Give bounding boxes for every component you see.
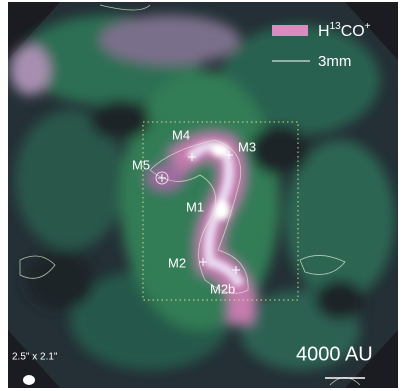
legend-text: 13 (330, 21, 342, 32)
source-label: M3 (238, 139, 256, 154)
source-label: M2 (168, 255, 186, 270)
source-label: M1 (186, 199, 204, 214)
source-label: M5 (132, 157, 150, 172)
legend-text: CO (341, 23, 365, 40)
legend-label: 3mm (318, 53, 351, 70)
legend-text: + (365, 21, 371, 32)
beam-label: 2.5" x 2.1" (12, 352, 58, 363)
legend-text: H (318, 23, 330, 40)
scale-label: 4000 AU (296, 343, 373, 365)
legend-label: H13CO+ (318, 21, 371, 41)
source-label: M2b (210, 281, 235, 296)
image: M4 M3 M5 M1 M2 M2b H13CO+ 3mm 2.5" x 2.1… (0, 0, 403, 391)
source-label: M4 (172, 127, 190, 142)
beam-ellipse (23, 375, 35, 385)
legend-swatch (272, 25, 308, 36)
